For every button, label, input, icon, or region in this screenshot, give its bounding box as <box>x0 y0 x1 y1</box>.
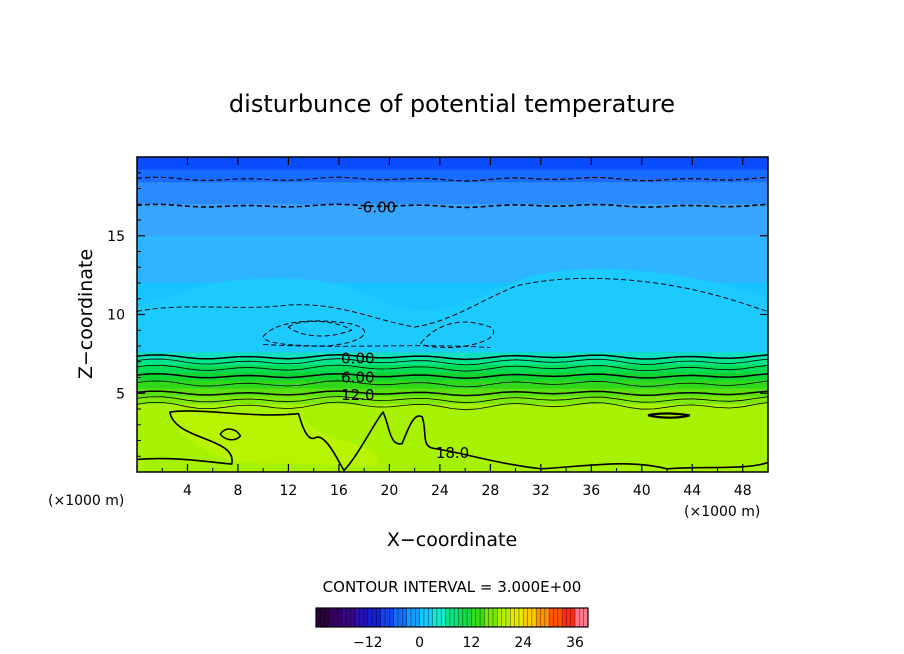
contour-line <box>137 372 768 380</box>
color-band <box>137 388 768 397</box>
x-tick-label: 44 <box>683 483 701 499</box>
colorbar-segment <box>316 608 330 627</box>
colorbar-segment <box>419 608 433 627</box>
colorbar-tick-label: 0 <box>415 635 424 651</box>
colorbar-segment <box>510 608 524 627</box>
color-band <box>137 157 768 171</box>
contour-label: 18.0 <box>436 444 469 462</box>
colorbar-tick-label: 12 <box>463 635 481 651</box>
x-unit-left: (×1000 m) <box>48 493 124 509</box>
contour-line <box>137 277 768 328</box>
colorbar-segment <box>536 608 550 627</box>
x-tick-label: 32 <box>532 483 550 499</box>
contour-line <box>137 396 768 404</box>
contour-lines <box>137 176 768 472</box>
contour-label: 0.00 <box>341 350 374 368</box>
colorbar-segment <box>471 608 485 627</box>
x-axis-label: X−coordinate <box>387 529 517 551</box>
colorbar-segment <box>380 608 395 627</box>
contour-line <box>137 358 768 366</box>
contour-line <box>137 176 768 182</box>
colorbar-segment <box>406 608 420 627</box>
contour-line <box>647 412 691 419</box>
contour-line <box>287 320 353 337</box>
contour-line <box>262 320 365 347</box>
colorbar-segment <box>354 608 369 627</box>
y-tick-label: 10 <box>107 308 125 324</box>
y-tick-label: 15 <box>107 229 125 245</box>
colorbar-ticks: −12 0 12 24 36 <box>353 635 584 651</box>
contour-label: 6.00 <box>341 369 374 387</box>
colorbar <box>315 607 589 628</box>
color-band <box>137 396 768 405</box>
plot-area <box>137 157 768 472</box>
color-band <box>137 169 768 183</box>
x-tick-label: 12 <box>280 483 298 499</box>
color-band <box>137 182 768 205</box>
color-band <box>137 364 768 374</box>
colorbar-segment <box>562 608 576 627</box>
contour-line <box>137 364 768 372</box>
x-unit-right: (×1000 m) <box>684 504 760 520</box>
y-axis-label: Z−coordinate <box>75 249 97 379</box>
colorbar-tick-label: 24 <box>514 635 532 651</box>
x-tick-label: 40 <box>633 483 651 499</box>
temperature-region <box>168 410 377 466</box>
x-tick-label: 16 <box>330 483 348 499</box>
colorbar-segment <box>458 608 472 627</box>
colorbar-segment <box>497 608 511 627</box>
color-bands <box>137 157 768 472</box>
contour-line <box>137 401 768 411</box>
contour-line <box>219 428 242 441</box>
color-band <box>137 352 768 360</box>
colorbar-segment <box>523 608 537 627</box>
colorbar-segment <box>575 608 589 627</box>
contour-line <box>137 390 768 397</box>
x-tick-label: 8 <box>233 483 242 499</box>
colorbar-frame <box>315 607 589 628</box>
colorbar-segment <box>367 608 382 627</box>
x-tick-label: 48 <box>734 483 752 499</box>
colorbar-segment <box>393 608 407 627</box>
colorbar-tick-label: 36 <box>566 635 584 651</box>
chart-title: disturbunce of potential temperature <box>229 90 675 118</box>
colorbar-segment <box>341 608 356 627</box>
colorbar-segment <box>484 608 498 627</box>
contour-line <box>137 203 768 209</box>
x-tick-label: 20 <box>380 483 398 499</box>
color-band <box>137 204 768 237</box>
contour-line <box>263 343 491 349</box>
colorbar-segment <box>549 608 563 627</box>
y-tick-label: 5 <box>116 386 125 402</box>
x-tick-label: 36 <box>582 483 600 499</box>
contour-label: -6.00 <box>357 198 396 216</box>
x-tick-label: 28 <box>481 483 499 499</box>
contour-line <box>420 321 495 349</box>
colorbar-segment <box>445 608 459 627</box>
contour-label: 12.0 <box>341 386 374 404</box>
temperature-region <box>137 269 768 353</box>
x-tick-label: 24 <box>431 483 449 499</box>
contour-line <box>137 380 768 388</box>
contour-interval-text: CONTOUR INTERVAL = 3.000E+00 <box>323 578 582 596</box>
x-axis-ticks: 4 8 12 16 20 24 28 32 36 40 44 48 <box>161 157 752 499</box>
y-axis-ticks: 5 10 15 <box>107 172 768 457</box>
contour-line <box>137 354 768 361</box>
colorbar-segment <box>328 608 343 627</box>
color-band <box>137 358 768 366</box>
colorbar-tick-label: −12 <box>353 635 383 651</box>
color-band <box>137 380 768 390</box>
colorbar-segment <box>432 608 446 627</box>
contour-line <box>137 410 768 472</box>
x-tick-label: 4 <box>183 483 192 499</box>
